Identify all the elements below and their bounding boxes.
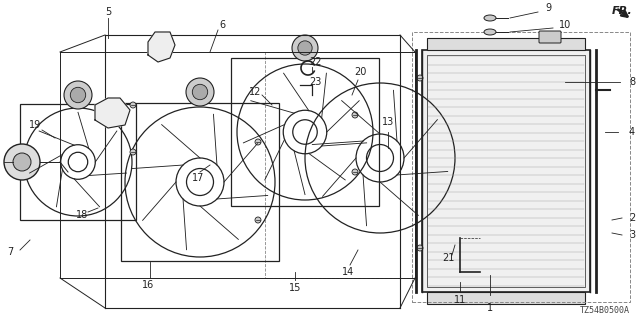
Circle shape bbox=[255, 139, 261, 145]
Bar bbox=[231, 58, 379, 206]
Text: 16: 16 bbox=[142, 280, 154, 290]
Text: 15: 15 bbox=[289, 283, 301, 293]
Circle shape bbox=[130, 149, 136, 155]
Text: 10: 10 bbox=[559, 20, 571, 30]
Circle shape bbox=[64, 81, 92, 109]
Bar bbox=[265, 52, 415, 278]
Text: 23: 23 bbox=[309, 77, 321, 87]
Circle shape bbox=[352, 169, 358, 175]
Circle shape bbox=[298, 41, 312, 55]
Text: 19: 19 bbox=[29, 120, 41, 130]
Circle shape bbox=[186, 78, 214, 106]
Ellipse shape bbox=[484, 29, 496, 35]
Text: FR.: FR. bbox=[612, 6, 633, 16]
Text: 9: 9 bbox=[545, 3, 551, 13]
Bar bbox=[427, 38, 585, 50]
Bar bbox=[422, 50, 590, 292]
Circle shape bbox=[417, 245, 423, 251]
Text: TZ54B0500A: TZ54B0500A bbox=[580, 306, 630, 315]
Bar bbox=[427, 292, 585, 304]
Circle shape bbox=[255, 217, 261, 223]
Text: 3: 3 bbox=[629, 230, 635, 240]
Text: 6: 6 bbox=[219, 20, 225, 30]
Text: 5: 5 bbox=[105, 7, 111, 17]
Text: 17: 17 bbox=[192, 173, 204, 183]
FancyBboxPatch shape bbox=[539, 31, 561, 43]
Bar bbox=[121, 103, 279, 261]
Circle shape bbox=[70, 87, 86, 103]
Text: 22: 22 bbox=[308, 57, 321, 67]
Polygon shape bbox=[95, 98, 130, 128]
Text: 2: 2 bbox=[629, 213, 635, 223]
Circle shape bbox=[13, 153, 31, 171]
Text: 7: 7 bbox=[7, 247, 13, 257]
Bar bbox=[427, 55, 585, 287]
Circle shape bbox=[4, 144, 40, 180]
Text: 18: 18 bbox=[76, 210, 88, 220]
Text: 11: 11 bbox=[454, 295, 466, 305]
Circle shape bbox=[352, 112, 358, 118]
Text: 20: 20 bbox=[354, 67, 366, 77]
Text: 12: 12 bbox=[249, 87, 261, 97]
Text: 1: 1 bbox=[487, 303, 493, 313]
Circle shape bbox=[292, 35, 318, 61]
Bar bbox=[412, 32, 630, 302]
Circle shape bbox=[130, 102, 136, 108]
Text: 8: 8 bbox=[629, 77, 635, 87]
Bar bbox=[20, 104, 136, 220]
Circle shape bbox=[417, 75, 423, 81]
Text: 21: 21 bbox=[442, 253, 454, 263]
Polygon shape bbox=[148, 32, 175, 62]
Text: 14: 14 bbox=[342, 267, 354, 277]
Text: 13: 13 bbox=[382, 117, 394, 127]
Ellipse shape bbox=[484, 15, 496, 21]
Text: 4: 4 bbox=[629, 127, 635, 137]
Circle shape bbox=[192, 84, 208, 100]
